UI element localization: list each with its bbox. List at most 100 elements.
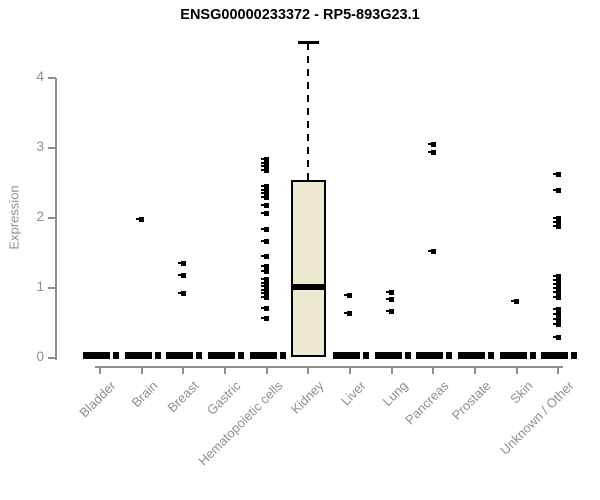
outlier-point [261,167,270,173]
outlier-point [427,249,436,255]
outlier-point [261,239,270,245]
y-tick-mark [48,147,56,149]
outlier-point [261,295,270,301]
y-tick-label: 1 [36,279,44,294]
x-tick-mark [515,366,518,374]
outlier-point [177,272,186,278]
zero-box-bar [541,352,569,359]
outlier-point [552,290,561,296]
zero-box-bar [166,352,194,359]
outlier-point [386,309,395,315]
outlier-point [261,187,270,193]
outlier-point [552,282,561,287]
outlier-point [261,184,270,189]
y-axis-line [55,78,57,360]
x-tick-mark [390,366,393,374]
zero-box-dash [196,352,203,359]
outlier-point [552,334,561,340]
outlier-point [552,223,561,229]
x-tick-mark [557,366,560,374]
zero-box-dash [362,352,369,359]
y-tick-mark [48,287,56,289]
zero-box-bar [457,352,485,359]
outlier-point [261,277,270,283]
outlier-point [136,216,145,222]
outlier-point [261,191,270,196]
outlier-point [261,291,270,297]
outlier-point [261,287,270,293]
outlier-point [261,268,270,274]
outlier-point [552,273,561,279]
x-tick-mark [348,366,351,374]
whisker-cap [298,41,320,44]
outlier-point [552,277,561,283]
x-tick-mark [182,366,185,374]
outlier-point [552,215,561,221]
x-axis-line [95,366,563,368]
outlier-point [261,263,270,269]
box-upper-whisker [307,43,310,180]
outlier-point [177,261,186,266]
x-tick-mark [140,366,143,374]
outlier-point [344,310,353,316]
outlier-point [552,219,561,225]
zero-box-dash [487,352,494,359]
outlier-point [261,280,270,286]
outlier-point [386,290,395,296]
outlier-point [261,254,270,259]
zero-box-bar [83,352,110,359]
outlier-point [552,187,561,193]
outlier-point [261,202,270,208]
outlier-point [552,172,561,178]
outlier-point [552,286,561,292]
outlier-point [427,150,436,156]
x-tick-mark [223,366,226,374]
outlier-point [552,321,561,327]
box-median-line [290,284,326,291]
outlier-point [261,160,270,166]
zero-box-bar [332,352,360,359]
y-tick-mark [48,217,56,219]
outlier-point [344,292,353,298]
outlier-point [261,211,270,217]
chart-title: ENSG00000233372 - RP5-893G23.1 [180,7,420,23]
outlier-point [177,291,186,297]
zero-box-dash [404,352,411,359]
zero-box-bar [124,352,152,359]
x-tick-mark [265,366,268,374]
outlier-point [386,297,395,303]
y-tick-mark [48,77,56,79]
y-tick-label: 2 [36,209,44,224]
outlier-point [552,317,561,322]
outlier-point [261,284,270,290]
x-tick-mark [99,366,101,374]
zero-box-dash [154,352,161,359]
outlier-point [552,312,561,318]
box-body [290,179,326,357]
zero-box-dash [446,352,453,359]
zero-box-bar [374,352,402,359]
y-tick-mark [48,357,56,359]
zero-box-dash [571,352,578,359]
zero-box-dash [237,352,244,359]
x-tick-mark [307,366,310,374]
zero-box-bar [499,352,527,359]
zero-box-dash [529,352,536,359]
zero-box-bar [207,352,235,359]
zero-box-dash [279,352,286,359]
outlier-point [261,227,270,233]
outlier-point [261,316,270,322]
zero-box-dash [113,352,119,359]
x-tick-mark [473,366,476,374]
outlier-point [427,142,436,147]
outlier-point [261,164,270,170]
x-tick-mark [432,366,435,374]
outlier-point [261,194,270,200]
outlier-point [261,157,270,163]
outlier-point [552,294,561,300]
outlier-point [261,305,270,311]
y-tick-label: 4 [36,69,44,84]
y-tick-label: 0 [36,349,44,364]
